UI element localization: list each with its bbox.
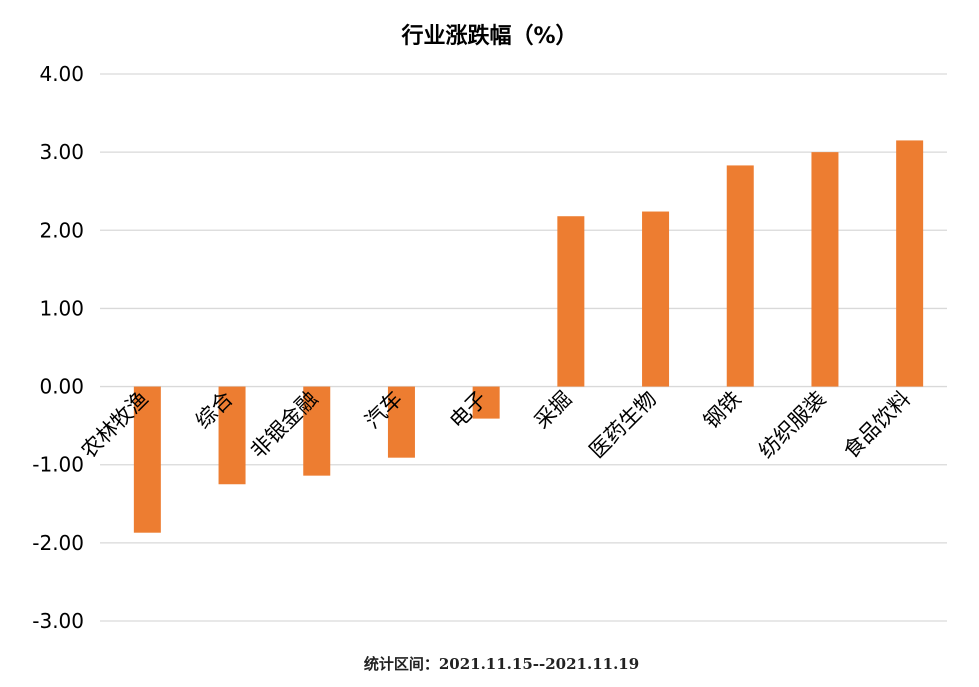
y-tick-label: 1.00 — [39, 296, 84, 320]
bars — [133, 140, 924, 533]
chart-title: 行业涨跌幅（%） — [401, 24, 578, 49]
x-category-label: 钢铁 — [699, 387, 746, 434]
bar-8 — [811, 152, 839, 387]
y-tick-label: 2.00 — [39, 218, 84, 242]
y-tick-label: -3.00 — [32, 609, 84, 633]
bar-4 — [472, 386, 500, 419]
bar-1 — [218, 386, 246, 485]
bar-3 — [387, 386, 415, 458]
bar-9 — [896, 140, 924, 387]
bar-6 — [642, 211, 670, 387]
y-tick-label: 0.00 — [39, 375, 84, 399]
chart-footnote: 统计区间：2021.11.15--2021.11.19 — [363, 655, 640, 673]
bar-7 — [726, 165, 754, 387]
y-tick-label: 3.00 — [39, 140, 84, 164]
bar-0 — [133, 386, 161, 533]
x-category-label: 食品饮料 — [839, 387, 915, 463]
x-category-label: 纺织服装 — [754, 387, 830, 463]
x-category-label: 采掘 — [530, 387, 577, 434]
y-tick-label: -1.00 — [32, 453, 84, 477]
gridlines — [100, 73, 947, 622]
y-axis-tick-labels: 4.00 3.00 2.00 1.00 0.00 -1.00 -2.00 -3.00 — [32, 62, 84, 633]
y-tick-label: -2.00 — [32, 531, 84, 555]
x-category-label: 医药生物 — [585, 387, 661, 463]
bar-5 — [557, 216, 585, 387]
y-tick-label: 4.00 — [39, 62, 84, 86]
bar-2 — [303, 386, 331, 476]
